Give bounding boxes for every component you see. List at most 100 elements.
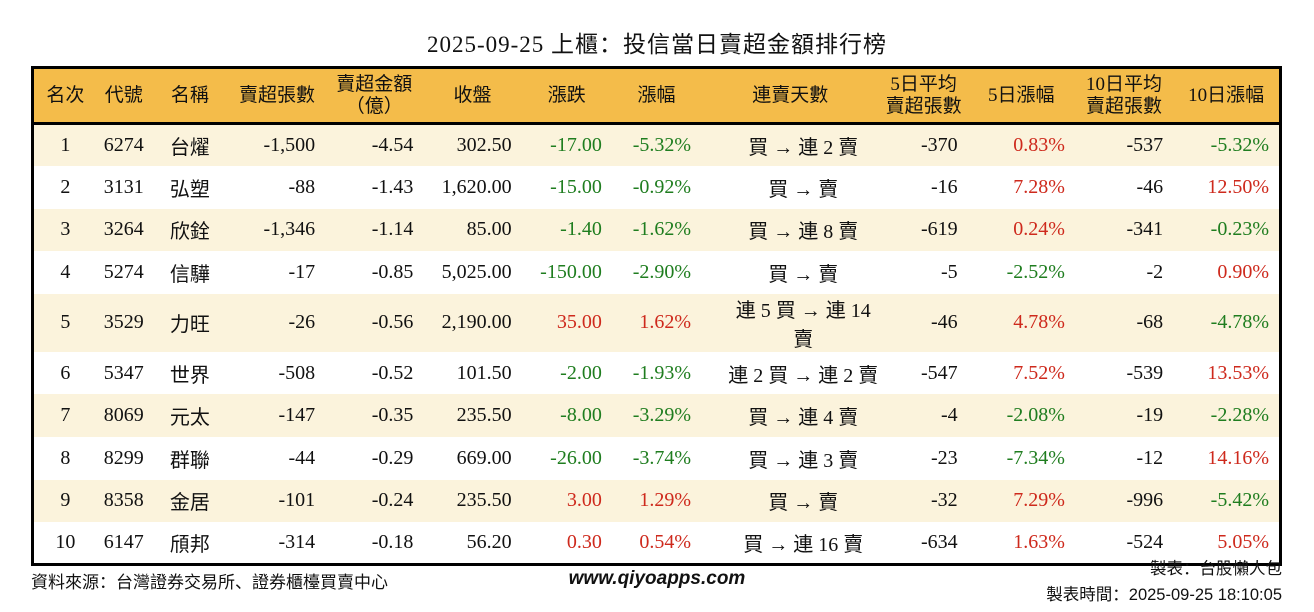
cell-code: 5274 <box>96 251 151 294</box>
cell-sell_shares: -1,346 <box>228 208 326 252</box>
cell-avg10: -341 <box>1074 208 1174 252</box>
cell-rank: 6 <box>32 351 97 395</box>
column-header-name: 名稱 <box>150 67 229 125</box>
cell-avg5: -4 <box>879 394 968 438</box>
column-header-close: 收盤 <box>423 67 522 125</box>
cell-close: 85.00 <box>423 208 522 252</box>
column-header-pct5: 5日漲幅 <box>967 67 1075 125</box>
cell-change_pct: 1.62% <box>611 293 702 352</box>
cell-pct10: -5.42% <box>1173 479 1281 523</box>
table-body: 1 6274 台燿 -1,500 -4.54 302.50 -17.00 -5.32% 買 → … <box>32 123 1281 565</box>
cell-change_pct: -0.92% <box>611 166 702 209</box>
cell-pct5: 1.63% <box>967 522 1075 565</box>
cell-change_pct: -5.32% <box>611 123 702 167</box>
cell-name: 金居 <box>150 479 229 523</box>
cell-streak: 買 → 連 16 賣 <box>701 522 880 565</box>
cell-close: 235.50 <box>423 479 522 523</box>
ranking-table: 名次 代號 名稱 賣超張數 賣超金額 （億） 收盤 漲跌 漲幅 連賣天數 5日平均 賣超張數 5日漲… <box>31 66 1282 567</box>
cell-pct5: -2.08% <box>967 394 1075 438</box>
cell-sell_shares: -147 <box>228 394 326 438</box>
cell-avg10: -46 <box>1074 166 1174 209</box>
cell-sell_amount: -0.56 <box>325 293 424 352</box>
column-header-sell_amount: 賣超金額 （億） <box>325 67 424 125</box>
cell-sell_amount: -0.18 <box>325 522 424 565</box>
table-row: 2 3131 弘塑 -88 -1.43 1,620.00 -15.00 -0.92% 買 → 賣… <box>32 166 1281 209</box>
cell-avg10: -12 <box>1074 437 1174 480</box>
cell-code: 6274 <box>96 123 151 167</box>
table-row: 5 3529 力旺 -26 -0.56 2,190.00 35.00 1.62% 連 5 買 →… <box>32 293 1281 352</box>
cell-sell_shares: -508 <box>228 351 326 395</box>
website-url: www.qiyoapps.com <box>568 568 746 589</box>
column-header-code: 代號 <box>96 67 151 125</box>
cell-pct10: -2.28% <box>1173 394 1281 438</box>
cell-change: -17.00 <box>521 123 612 167</box>
cell-rank: 5 <box>32 293 97 352</box>
page-title: 2025-09-25 上櫃：投信當日賣超金額排行榜 <box>426 32 888 57</box>
cell-change_pct: -1.62% <box>611 208 702 252</box>
cell-avg5: -32 <box>879 479 968 523</box>
cell-change_pct: -3.74% <box>611 437 702 480</box>
cell-streak: 連 2 買 → 連 2 賣 <box>701 351 880 395</box>
data-source-note: 資料來源：台灣證券交易所、證券櫃檯買賣中心 <box>31 573 388 592</box>
table-row: 6 5347 世界 -508 -0.52 101.50 -2.00 -1.93% 連 2 買 →… <box>32 351 1281 395</box>
cell-avg10: -539 <box>1074 351 1174 395</box>
cell-pct10: 5.05% <box>1173 522 1281 565</box>
cell-name: 頎邦 <box>150 522 229 565</box>
cell-avg10: -996 <box>1074 479 1174 523</box>
cell-name: 元太 <box>150 394 229 438</box>
report-timestamp-label: 製表時間： <box>1046 585 1129 604</box>
cell-avg10: -2 <box>1074 251 1174 294</box>
cell-code: 5347 <box>96 351 151 395</box>
cell-sell_shares: -101 <box>228 479 326 523</box>
table-row: 9 8358 金居 -101 -0.24 235.50 3.00 1.29% 買 → 賣 -32 7… <box>32 479 1281 523</box>
cell-change: -26.00 <box>521 437 612 480</box>
cell-name: 台燿 <box>150 123 229 167</box>
table-row: 7 8069 元太 -147 -0.35 235.50 -8.00 -3.29% 買 → 連 4… <box>32 394 1281 438</box>
cell-code: 3529 <box>96 293 151 352</box>
column-header-change: 漲跌 <box>521 67 612 125</box>
cell-change_pct: 1.29% <box>611 479 702 523</box>
cell-close: 235.50 <box>423 394 522 438</box>
cell-avg5: -547 <box>879 351 968 395</box>
cell-change_pct: -2.90% <box>611 251 702 294</box>
cell-code: 8299 <box>96 437 151 480</box>
cell-rank: 4 <box>32 251 97 294</box>
cell-close: 302.50 <box>423 123 522 167</box>
cell-sell_amount: -0.29 <box>325 437 424 480</box>
cell-avg5: -16 <box>879 166 968 209</box>
cell-close: 2,190.00 <box>423 293 522 352</box>
cell-pct5: -2.52% <box>967 251 1075 294</box>
cell-change: -8.00 <box>521 394 612 438</box>
cell-name: 世界 <box>150 351 229 395</box>
cell-pct10: -0.23% <box>1173 208 1281 252</box>
report-credits: 製表：台股懶人包 製表時間：2025-09-25 18:10:05 <box>1046 556 1282 608</box>
cell-sell_amount: -4.54 <box>325 123 424 167</box>
cell-change: -15.00 <box>521 166 612 209</box>
cell-rank: 2 <box>32 166 97 209</box>
column-header-change_pct: 漲幅 <box>611 67 702 125</box>
cell-name: 群聯 <box>150 437 229 480</box>
column-header-pct10: 10日漲幅 <box>1173 67 1281 125</box>
cell-pct10: 13.53% <box>1173 351 1281 395</box>
cell-sell_shares: -1,500 <box>228 123 326 167</box>
cell-pct10: 14.16% <box>1173 437 1281 480</box>
cell-change_pct: 0.54% <box>611 522 702 565</box>
table-row: 8 8299 群聯 -44 -0.29 669.00 -26.00 -3.74% 買 → 連 3… <box>32 437 1281 480</box>
cell-sell_shares: -88 <box>228 166 326 209</box>
cell-pct5: 7.52% <box>967 351 1075 395</box>
cell-pct5: 0.24% <box>967 208 1075 252</box>
column-header-sell_shares: 賣超張數 <box>228 67 326 125</box>
cell-pct10: -5.32% <box>1173 123 1281 167</box>
cell-close: 1,620.00 <box>423 166 522 209</box>
cell-sell_amount: -0.24 <box>325 479 424 523</box>
cell-avg10: -19 <box>1074 394 1174 438</box>
table-row: 10 6147 頎邦 -314 -0.18 56.20 0.30 0.54% 買 → 連 16 … <box>32 522 1281 565</box>
cell-code: 8069 <box>96 394 151 438</box>
cell-code: 3264 <box>96 208 151 252</box>
cell-code: 8358 <box>96 479 151 523</box>
cell-avg5: -46 <box>879 293 968 352</box>
cell-avg5: -370 <box>879 123 968 167</box>
report-timestamp-value: 2025-09-25 18:10:05 <box>1128 586 1282 604</box>
cell-rank: 7 <box>32 394 97 438</box>
cell-pct10: 12.50% <box>1173 166 1281 209</box>
